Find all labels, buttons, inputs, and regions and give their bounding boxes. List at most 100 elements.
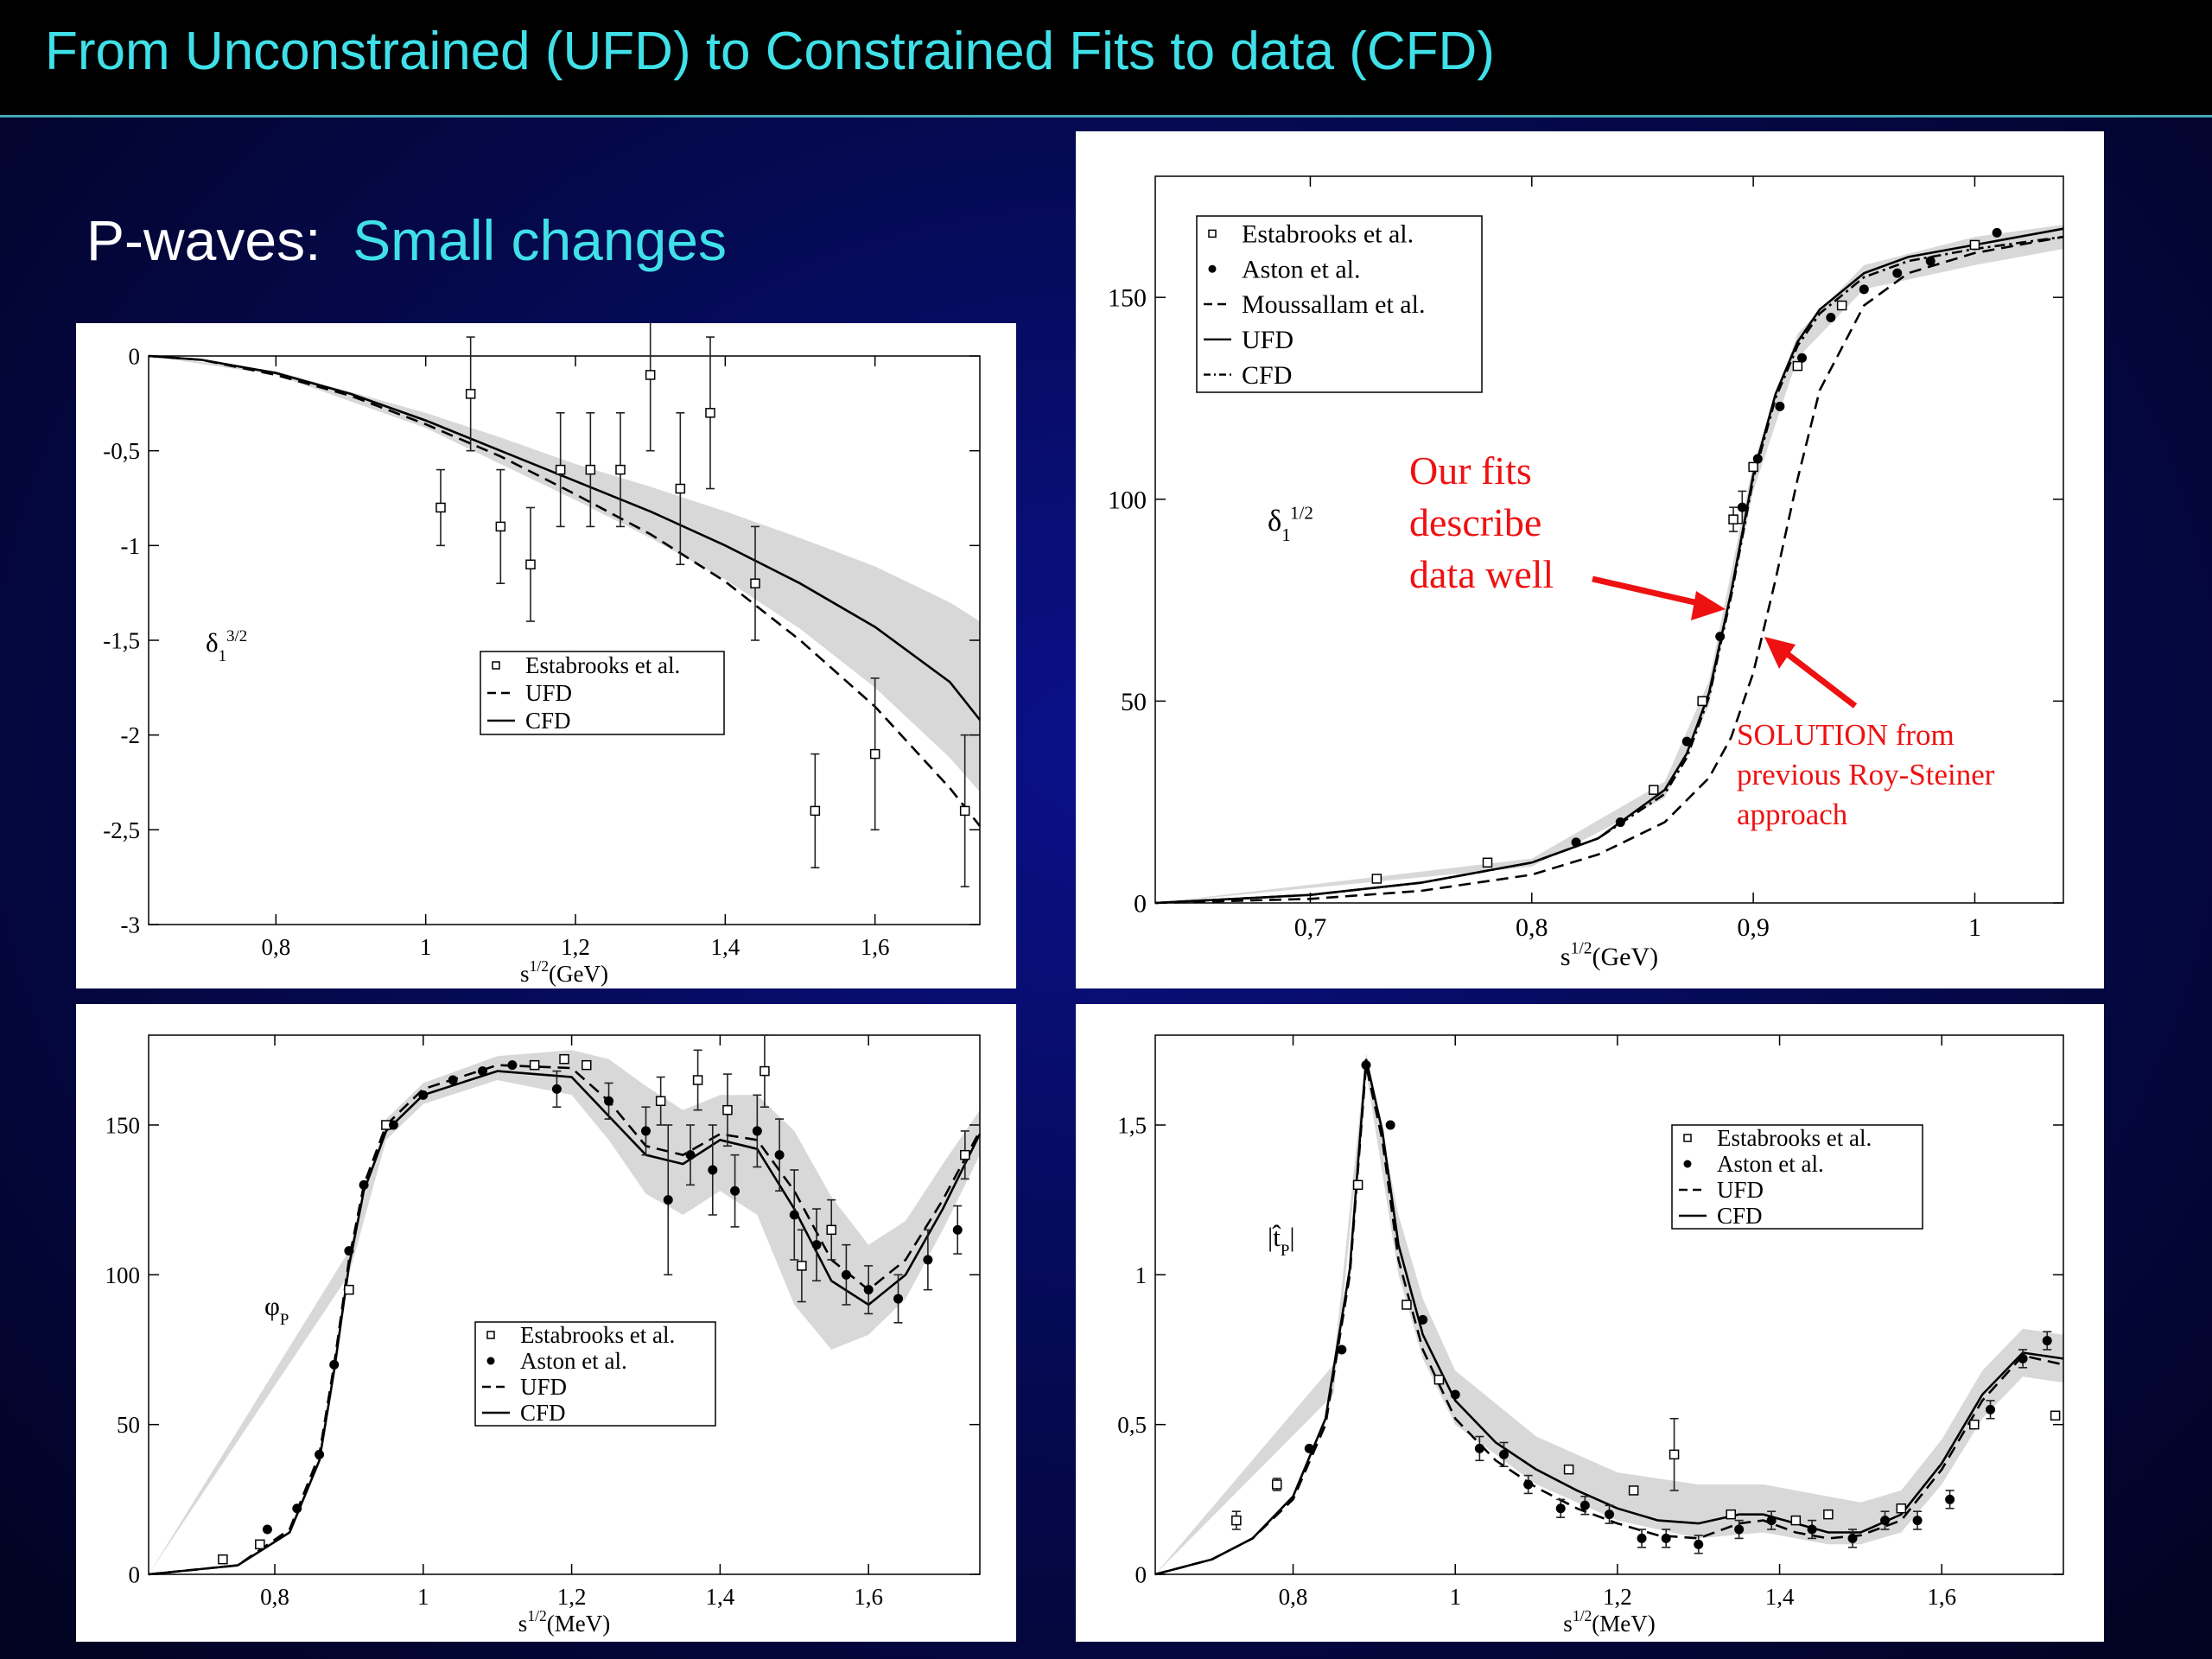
data-point-circle: [478, 1066, 488, 1077]
annotation-arrow-fits: [1592, 575, 1714, 610]
series-line-cfd: [148, 1070, 982, 1576]
legend-box: [1196, 215, 1483, 393]
x-tick-label: 0,8: [261, 934, 290, 960]
annotation-fits-line: describe: [1409, 500, 1541, 544]
legend-label: Aston et al.: [1717, 1151, 1824, 1177]
data-point-square: [675, 483, 686, 494]
data-point-square: [1352, 1179, 1363, 1191]
data-point-circle: [1361, 1060, 1371, 1071]
data-point-circle: [1945, 1494, 1955, 1504]
data-point-square: [692, 1075, 703, 1085]
y-tick-label: -1: [121, 533, 141, 559]
data-point-square: [1969, 239, 1980, 251]
data-point-square: [582, 1059, 592, 1071]
x-axis-label-base: s: [518, 1611, 528, 1637]
series-line-moussallam-et-al-: [1154, 235, 2064, 905]
data-point-circle: [663, 1195, 673, 1205]
x-tick-label: 0,7: [1294, 913, 1327, 942]
x-tick-label: 1,2: [1603, 1584, 1632, 1610]
y-tick-label: 100: [105, 1262, 141, 1288]
y-axis-label-sub: P: [280, 1311, 289, 1329]
data-point-square: [705, 408, 715, 418]
data-point-circle: [1752, 454, 1763, 464]
y-axis-label-sub: 1: [219, 647, 226, 665]
data-point-circle: [863, 1285, 874, 1295]
y-axis-label: φP: [264, 1291, 289, 1329]
data-point-circle: [1418, 1314, 1428, 1325]
data-point-square: [1563, 1464, 1574, 1475]
data-point-circle: [708, 1165, 718, 1175]
x-tick-label: 1: [1449, 1584, 1461, 1610]
legend-marker: [492, 661, 500, 670]
x-tick-label: 0,8: [1516, 913, 1548, 942]
x-axis-label-base: s: [1560, 943, 1571, 971]
data-point-circle: [359, 1179, 369, 1190]
x-tick-label: 1,2: [561, 934, 590, 960]
legend-label: CFD: [520, 1400, 566, 1426]
data-point-square: [1402, 1300, 1412, 1310]
y-tick-label: 50: [117, 1412, 140, 1438]
data-point-circle: [1580, 1500, 1590, 1510]
error-band: [149, 1050, 980, 1574]
legend-marker: [1683, 1160, 1692, 1168]
y-tick-label: -1,5: [103, 627, 140, 653]
data-point-circle: [292, 1503, 302, 1514]
legend-label: Aston et al.: [520, 1348, 627, 1374]
data-point-square: [495, 521, 506, 532]
data-point-square: [1649, 785, 1659, 795]
data-point-circle: [1385, 1120, 1395, 1130]
legend-label: Estabrooks et al.: [525, 652, 680, 678]
x-tick-label: 0,8: [1279, 1584, 1308, 1610]
x-tick-label: 1,6: [1927, 1584, 1956, 1610]
x-axis-label-sup: 1/2: [530, 957, 549, 975]
data-point-square: [559, 1053, 569, 1065]
data-point-circle: [685, 1150, 696, 1160]
data-point-circle: [262, 1524, 272, 1535]
error-band: [149, 356, 980, 792]
data-point-square: [797, 1261, 807, 1271]
data-point-circle: [507, 1060, 518, 1071]
y-tick-label: -2,5: [103, 817, 140, 843]
legend-label: Estabrooks et al.: [520, 1322, 675, 1348]
data-point-square: [1669, 1449, 1680, 1460]
y-axis-label-sub: 1: [1281, 524, 1290, 545]
data-point-circle: [1880, 1516, 1891, 1526]
legend-label: UFD: [1242, 326, 1294, 354]
legend-box: [480, 651, 725, 735]
data-point-square: [1790, 1515, 1802, 1526]
data-point-square: [525, 559, 536, 570]
y-axis-label-sup: 3/2: [226, 627, 247, 645]
data-point-square: [1792, 360, 1803, 372]
data-point-square: [2050, 1410, 2061, 1421]
data-point-circle: [640, 1126, 651, 1136]
y-tick-label: 1: [1135, 1262, 1147, 1288]
legend-box: [1671, 1124, 1923, 1230]
data-point-square: [645, 370, 656, 380]
x-tick-label: 1,6: [861, 934, 890, 960]
data-point-circle: [1694, 1539, 1704, 1549]
legend-label: UFD: [525, 680, 572, 706]
data-point-circle: [1859, 284, 1869, 295]
chart-svg-phip: 0,8 1 1,2 1,4 1,6 0 50 100 150 s1/2(MeV) φP Estabro…: [105, 1034, 982, 1637]
x-axis-label: s1/2(GeV): [1560, 940, 1658, 972]
data-point-circle: [841, 1269, 851, 1280]
y-tick-label: 0,5: [1117, 1412, 1147, 1438]
x-axis-label-unit: (GeV): [1592, 943, 1658, 971]
data-point-square: [529, 1059, 540, 1071]
data-point-circle: [1555, 1503, 1566, 1514]
data-point-square: [1482, 857, 1493, 868]
data-point-circle: [1605, 1510, 1614, 1520]
data-point-square: [869, 748, 880, 760]
y-axis-label: δ11/2: [1268, 503, 1313, 546]
data-point-circle: [418, 1090, 429, 1100]
y-axis-label-sup: 1/2: [1290, 503, 1313, 524]
data-point-square: [1371, 874, 1382, 884]
data-point-circle: [315, 1449, 325, 1459]
data-point-square: [1697, 696, 1707, 707]
data-point-circle: [1450, 1389, 1460, 1400]
data-point-square: [655, 1096, 666, 1107]
x-axis-label-unit: (MeV): [547, 1611, 610, 1637]
data-point-square: [760, 1065, 770, 1077]
data-point-square: [1433, 1374, 1445, 1385]
x-axis-label: s1/2(MeV): [518, 1607, 610, 1637]
